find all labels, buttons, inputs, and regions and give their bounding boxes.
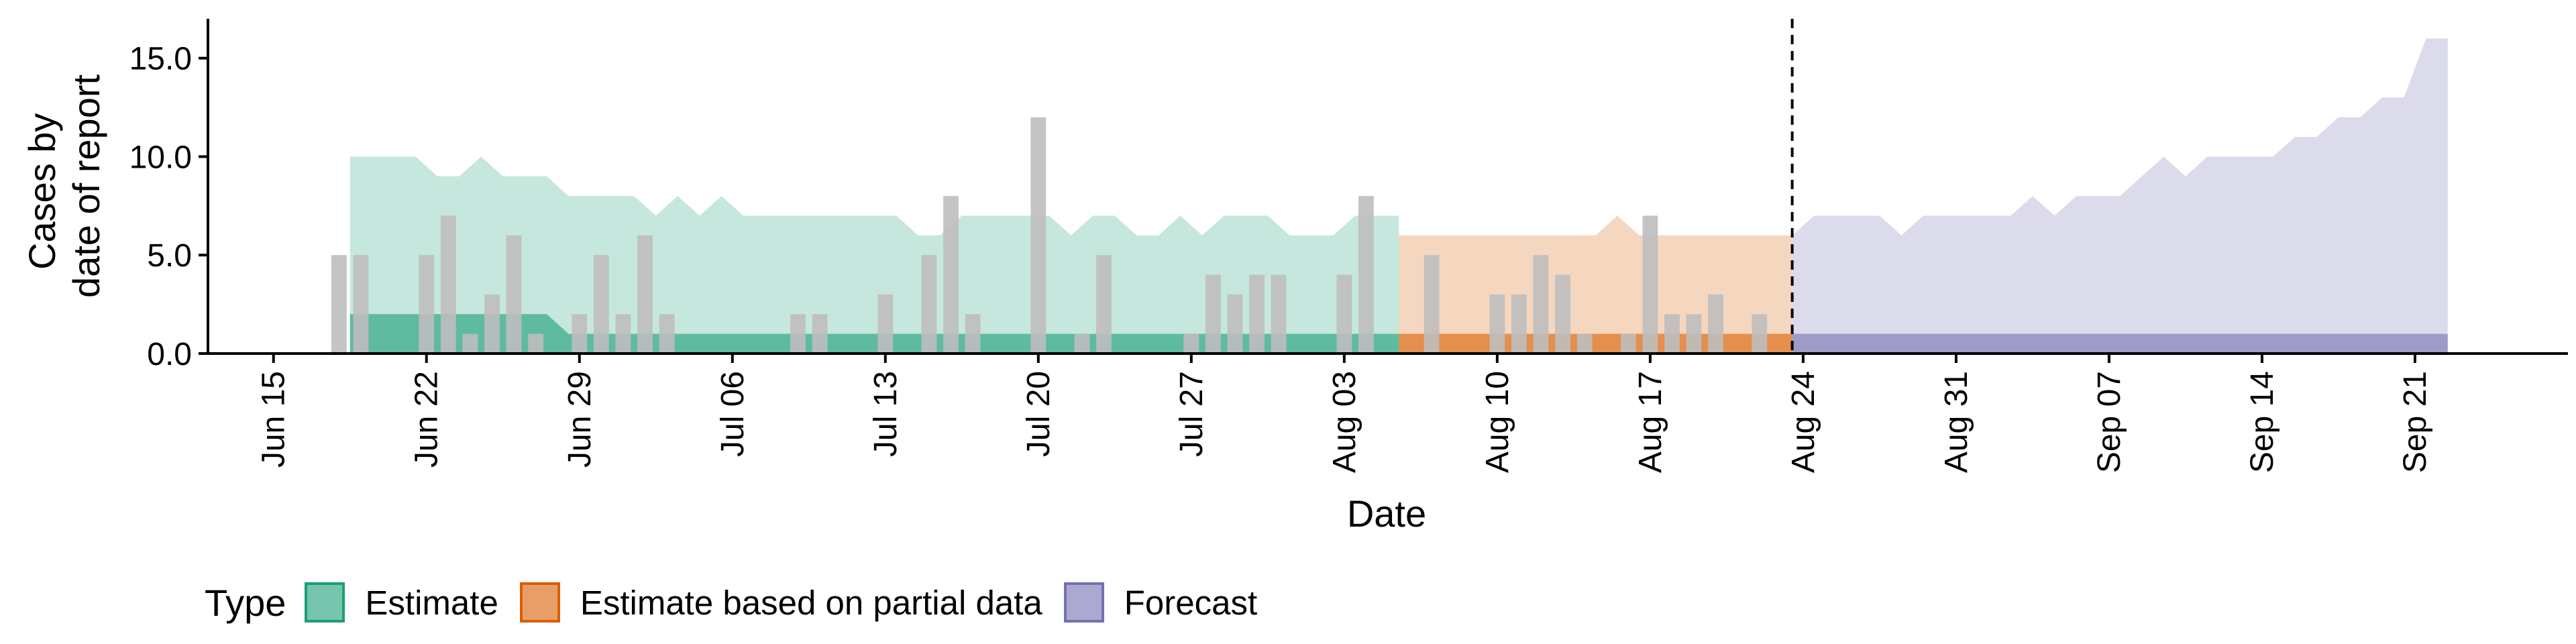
x-tick-label: Aug 17 (1633, 371, 1668, 473)
observed-bar (419, 255, 435, 354)
observed-bar (1336, 274, 1352, 354)
ribbons-layer (350, 38, 2448, 354)
observed-bar (790, 314, 806, 354)
x-tick-label: Sep 21 (2398, 371, 2433, 473)
observed-bar (965, 314, 981, 354)
x-tick-label: Jul 06 (715, 371, 751, 457)
observed-bar (1227, 294, 1243, 354)
y-axis-title-line-1: Cases by (21, 113, 63, 270)
legend-item-estimate: Estimate (305, 582, 498, 623)
observed-bar (484, 294, 500, 354)
observed-bar (1074, 333, 1090, 354)
y-axis-title: Cases by date of report (21, 74, 107, 299)
x-tick-label: Aug 24 (1786, 371, 1821, 473)
observed-bar (1686, 314, 1702, 354)
observed-bar (812, 314, 828, 354)
observed-bar (1576, 333, 1593, 354)
x-tick-label: Jun 29 (562, 371, 598, 468)
legend-key-estimate-partial (519, 582, 560, 623)
observed-bar (1533, 255, 1549, 354)
x-tick-label: Jun 22 (409, 371, 445, 468)
observed-bar (506, 235, 522, 354)
ribbon-inner-estimate (350, 314, 1399, 354)
observed-bar (615, 314, 631, 354)
observed-bar (1030, 117, 1046, 354)
x-tick-label: Jul 27 (1174, 371, 1210, 457)
observed-bar (528, 333, 543, 354)
y-tick-label: 0.0 (147, 337, 192, 372)
observed-bars-layer (331, 117, 1768, 354)
observed-bar (1489, 294, 1505, 354)
observed-bar (1096, 255, 1112, 354)
observed-bar (921, 255, 937, 354)
observed-bar (1620, 333, 1636, 354)
legend-label-estimate: Estimate (365, 583, 498, 622)
legend-item-estimate-partial: Estimate based on partial data (519, 582, 1042, 623)
observed-bar (353, 255, 369, 354)
observed-bar (1358, 196, 1374, 354)
ribbon-outer-forecast (1792, 38, 2448, 354)
observed-bar (1271, 274, 1287, 354)
observed-bar (1708, 294, 1723, 354)
x-tick-label: Jul 20 (1021, 371, 1057, 457)
x-tick-label: Sep 07 (2092, 371, 2127, 473)
y-axis-title-line-2: date of report (65, 74, 107, 299)
y-tick-label: 15.0 (129, 42, 192, 77)
ribbon-inner-forecast (1792, 333, 2448, 354)
observed-bar (440, 215, 456, 354)
observed-bar (877, 294, 894, 354)
x-axis-title: Date (1347, 492, 1426, 535)
chart-plot: 0.0 5.0 10.0 15.0 Jun 15 Jun 22 Jun 29 Jul 06 Ju… (21, 19, 2568, 535)
ribbon-outer-estimate-partial (1399, 215, 1792, 354)
x-tick-label: Sep 14 (2245, 371, 2280, 473)
ribbon-inner-estimate-partial (1399, 333, 1792, 354)
x-tick-label: Jun 15 (256, 371, 292, 468)
observed-bar (1664, 314, 1680, 354)
legend-title: Type (205, 581, 286, 624)
observed-bar (331, 255, 347, 354)
observed-bar (1555, 274, 1570, 354)
legend-label-forecast: Forecast (1124, 583, 1258, 622)
observed-bar (593, 255, 609, 354)
x-tick-label: Aug 31 (1939, 371, 1974, 473)
x-tick-label: Aug 10 (1480, 371, 1515, 473)
observed-bar (1511, 294, 1527, 354)
observed-bar (1205, 274, 1221, 354)
observed-bar (1249, 274, 1265, 354)
ribbon-outer-estimate (350, 156, 1399, 354)
observed-bar (462, 333, 478, 354)
observed-bar (1752, 314, 1768, 354)
observed-bar (1183, 333, 1199, 354)
legend-key-forecast (1063, 582, 1104, 623)
x-tick-label: Aug 03 (1327, 371, 1362, 473)
legend-item-forecast: Forecast (1063, 582, 1258, 623)
axes-layer: 0.0 5.0 10.0 15.0 Jun 15 Jun 22 Jun 29 Jul 06 Ju… (129, 19, 2568, 473)
legend-key-estimate (305, 582, 345, 623)
observed-bar (1424, 255, 1440, 354)
observed-bar (659, 314, 675, 354)
legend-label-estimate-partial: Estimate based on partial data (580, 583, 1042, 622)
observed-bar (637, 235, 653, 354)
y-tick-label: 10.0 (129, 140, 192, 175)
legend: Type Estimate Estimate based on partial … (205, 576, 1279, 629)
y-tick-label: 5.0 (147, 238, 192, 274)
observed-bar (572, 314, 588, 354)
x-tick-label: Jul 13 (868, 371, 904, 457)
observed-bar (943, 196, 959, 354)
observed-bar (1642, 215, 1658, 354)
